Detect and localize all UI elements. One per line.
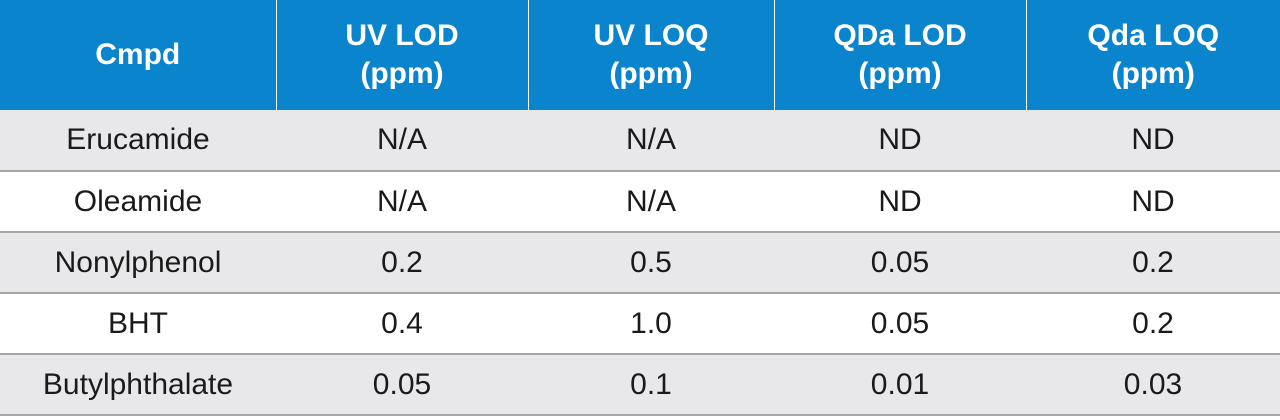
header-cmpd: Cmpd xyxy=(0,0,277,110)
header-uv-lod-unit: (ppm) xyxy=(360,57,444,90)
cell-qda-loq: ND xyxy=(1026,171,1280,233)
header-cmpd-label: Cmpd xyxy=(95,38,181,71)
table-row: Butylphthalate 0.05 0.1 0.01 0.03 xyxy=(0,354,1280,416)
cell-qda-loq: 0.2 xyxy=(1026,293,1280,355)
header-uv-lod-label: UV LOD xyxy=(345,19,459,52)
cell-compound: BHT xyxy=(0,293,276,355)
cell-qda-loq: 0.03 xyxy=(1026,354,1280,416)
header-uv-lod: UV LOD (ppm) xyxy=(276,0,529,110)
cell-qda-loq: 0.2 xyxy=(1026,232,1280,294)
header-qda-loq-unit: (ppm) xyxy=(1111,57,1195,90)
header-qda-loq-label: Qda LOQ xyxy=(1087,19,1220,52)
cell-compound: Nonylphenol xyxy=(0,232,276,294)
cell-uv-lod: N/A xyxy=(276,171,528,233)
table-body: Erucamide N/A N/A ND ND Oleamide N/A N/A… xyxy=(0,110,1280,416)
cell-uv-lod: 0.05 xyxy=(276,354,528,416)
cell-qda-lod: 0.01 xyxy=(774,354,1026,416)
header-uv-loq-unit: (ppm) xyxy=(609,57,693,90)
cell-compound: Erucamide xyxy=(0,110,276,172)
header-qda-lod-label: QDa LOD xyxy=(833,19,967,52)
cell-uv-loq: N/A xyxy=(528,171,774,233)
header-qda-lod-unit: (ppm) xyxy=(858,57,942,90)
cell-compound: Oleamide xyxy=(0,171,276,233)
header-qda-loq: Qda LOQ (ppm) xyxy=(1026,0,1280,110)
cell-compound: Butylphthalate xyxy=(0,354,276,416)
cell-uv-loq: 0.1 xyxy=(528,354,774,416)
cell-qda-lod: ND xyxy=(774,110,1026,172)
cell-qda-lod: 0.05 xyxy=(774,232,1026,294)
cell-uv-lod: 0.2 xyxy=(276,232,528,294)
header-uv-loq-label: UV LOQ xyxy=(593,19,709,52)
table-row: Nonylphenol 0.2 0.5 0.05 0.2 xyxy=(0,232,1280,294)
cell-qda-loq: ND xyxy=(1026,110,1280,172)
table-row: Oleamide N/A N/A ND ND xyxy=(0,171,1280,233)
cell-uv-loq: 1.0 xyxy=(528,293,774,355)
cell-uv-lod: N/A xyxy=(276,110,528,172)
cell-qda-lod: ND xyxy=(774,171,1026,233)
cell-qda-lod: 0.05 xyxy=(774,293,1026,355)
table-header: Cmpd UV LOD (ppm) UV LOQ (ppm) QDa LOD (… xyxy=(0,0,1280,110)
header-uv-loq: UV LOQ (ppm) xyxy=(528,0,775,110)
table-row: Erucamide N/A N/A ND ND xyxy=(0,110,1280,172)
cell-uv-loq: N/A xyxy=(528,110,774,172)
cell-uv-lod: 0.4 xyxy=(276,293,528,355)
header-row: Cmpd UV LOD (ppm) UV LOQ (ppm) QDa LOD (… xyxy=(0,0,1280,110)
header-qda-lod: QDa LOD (ppm) xyxy=(774,0,1027,110)
table-row: BHT 0.4 1.0 0.05 0.2 xyxy=(0,293,1280,355)
cell-uv-loq: 0.5 xyxy=(528,232,774,294)
